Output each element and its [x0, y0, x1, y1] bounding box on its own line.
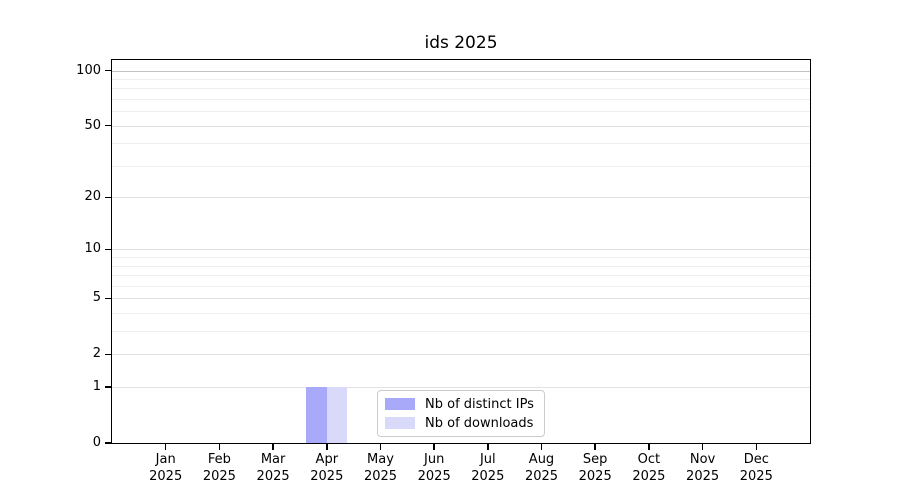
gridline	[112, 265, 810, 267]
y-tick-label: 1	[92, 379, 101, 395]
legend: Nb of distinct IPs Nb of downloads	[377, 390, 545, 437]
gridline	[112, 387, 810, 389]
x-tick-label-aug: Aug 2025	[524, 452, 559, 484]
x-tick-mark	[379, 443, 382, 450]
x-tick-mark	[594, 443, 596, 450]
gridline	[112, 197, 810, 199]
x-tick-mark	[487, 443, 489, 450]
y-tick-label: 2	[92, 346, 101, 362]
x-tick-mark	[164, 443, 167, 450]
gridline	[112, 125, 810, 127]
x-tick-mark	[433, 443, 435, 450]
gridline	[112, 143, 810, 145]
y-tick-label: 5	[92, 290, 101, 306]
x-tick-mark	[701, 443, 704, 450]
legend-item-distinct-ips: Nb of distinct IPs	[385, 397, 537, 412]
y-tick-mark	[105, 248, 112, 251]
legend-swatch-distinct-ips	[385, 398, 415, 410]
x-tick-label-mar: Mar 2025	[256, 452, 290, 484]
x-tick-label-apr: Apr 2025	[310, 452, 344, 484]
legend-item-downloads: Nb of downloads	[385, 416, 537, 431]
x-tick-label-jan: Jan 2025	[149, 452, 183, 484]
x-tick-label-feb: Feb 2025	[202, 452, 236, 484]
x-tick-label-jun: Jun 2025	[417, 452, 451, 484]
gridline	[112, 275, 810, 277]
x-tick-label-dec: Dec 2025	[739, 452, 773, 484]
legend-label-distinct-ips: Nb of distinct IPs	[425, 396, 534, 412]
gridline	[112, 70, 810, 72]
x-tick-label-oct: Oct 2025	[632, 452, 666, 484]
gridline	[112, 88, 810, 90]
bar-downloads-apr	[326, 387, 348, 443]
x-tick-mark	[326, 443, 328, 450]
y-tick-mark	[105, 297, 112, 300]
y-tick-mark	[105, 196, 112, 199]
y-tick-mark	[105, 69, 112, 72]
gridline	[112, 249, 810, 251]
gridline	[112, 331, 810, 333]
gridline	[112, 78, 810, 80]
gridline	[112, 354, 810, 356]
y-tick-mark	[105, 124, 112, 127]
legend-swatch-downloads	[385, 417, 415, 429]
x-tick-label-nov: Nov 2025	[686, 452, 720, 484]
x-tick-label-sep: Sep 2025	[578, 452, 612, 484]
gridline	[112, 285, 810, 287]
y-tick-mark	[105, 386, 112, 388]
y-tick-label: 0	[92, 435, 101, 450]
gridline	[112, 165, 810, 167]
plot-area: Nb of distinct IPs Nb of downloads	[111, 59, 811, 444]
y-tick-label: 100	[76, 62, 101, 78]
x-tick-mark	[272, 443, 274, 450]
chart-title: ids 2025	[424, 33, 498, 53]
x-tick-label-may: May 2025	[363, 452, 398, 484]
y-tick-label: 20	[84, 189, 101, 205]
x-tick-label-jul: Jul 2025	[471, 452, 505, 484]
gridline	[112, 98, 810, 100]
y-tick-label: 10	[84, 241, 101, 257]
x-tick-mark	[648, 443, 650, 450]
gridline	[112, 298, 810, 300]
x-tick-mark	[755, 443, 758, 450]
bar-distinct-ips-apr	[306, 387, 327, 443]
y-tick-mark	[105, 353, 112, 356]
y-tick-label: 50	[84, 117, 101, 133]
y-tick-mark	[105, 442, 112, 444]
x-tick-mark	[218, 443, 221, 450]
x-tick-mark	[540, 443, 543, 450]
gridline	[112, 111, 810, 113]
gridline	[112, 257, 810, 259]
legend-label-downloads: Nb of downloads	[425, 415, 534, 431]
gridline	[112, 313, 810, 315]
